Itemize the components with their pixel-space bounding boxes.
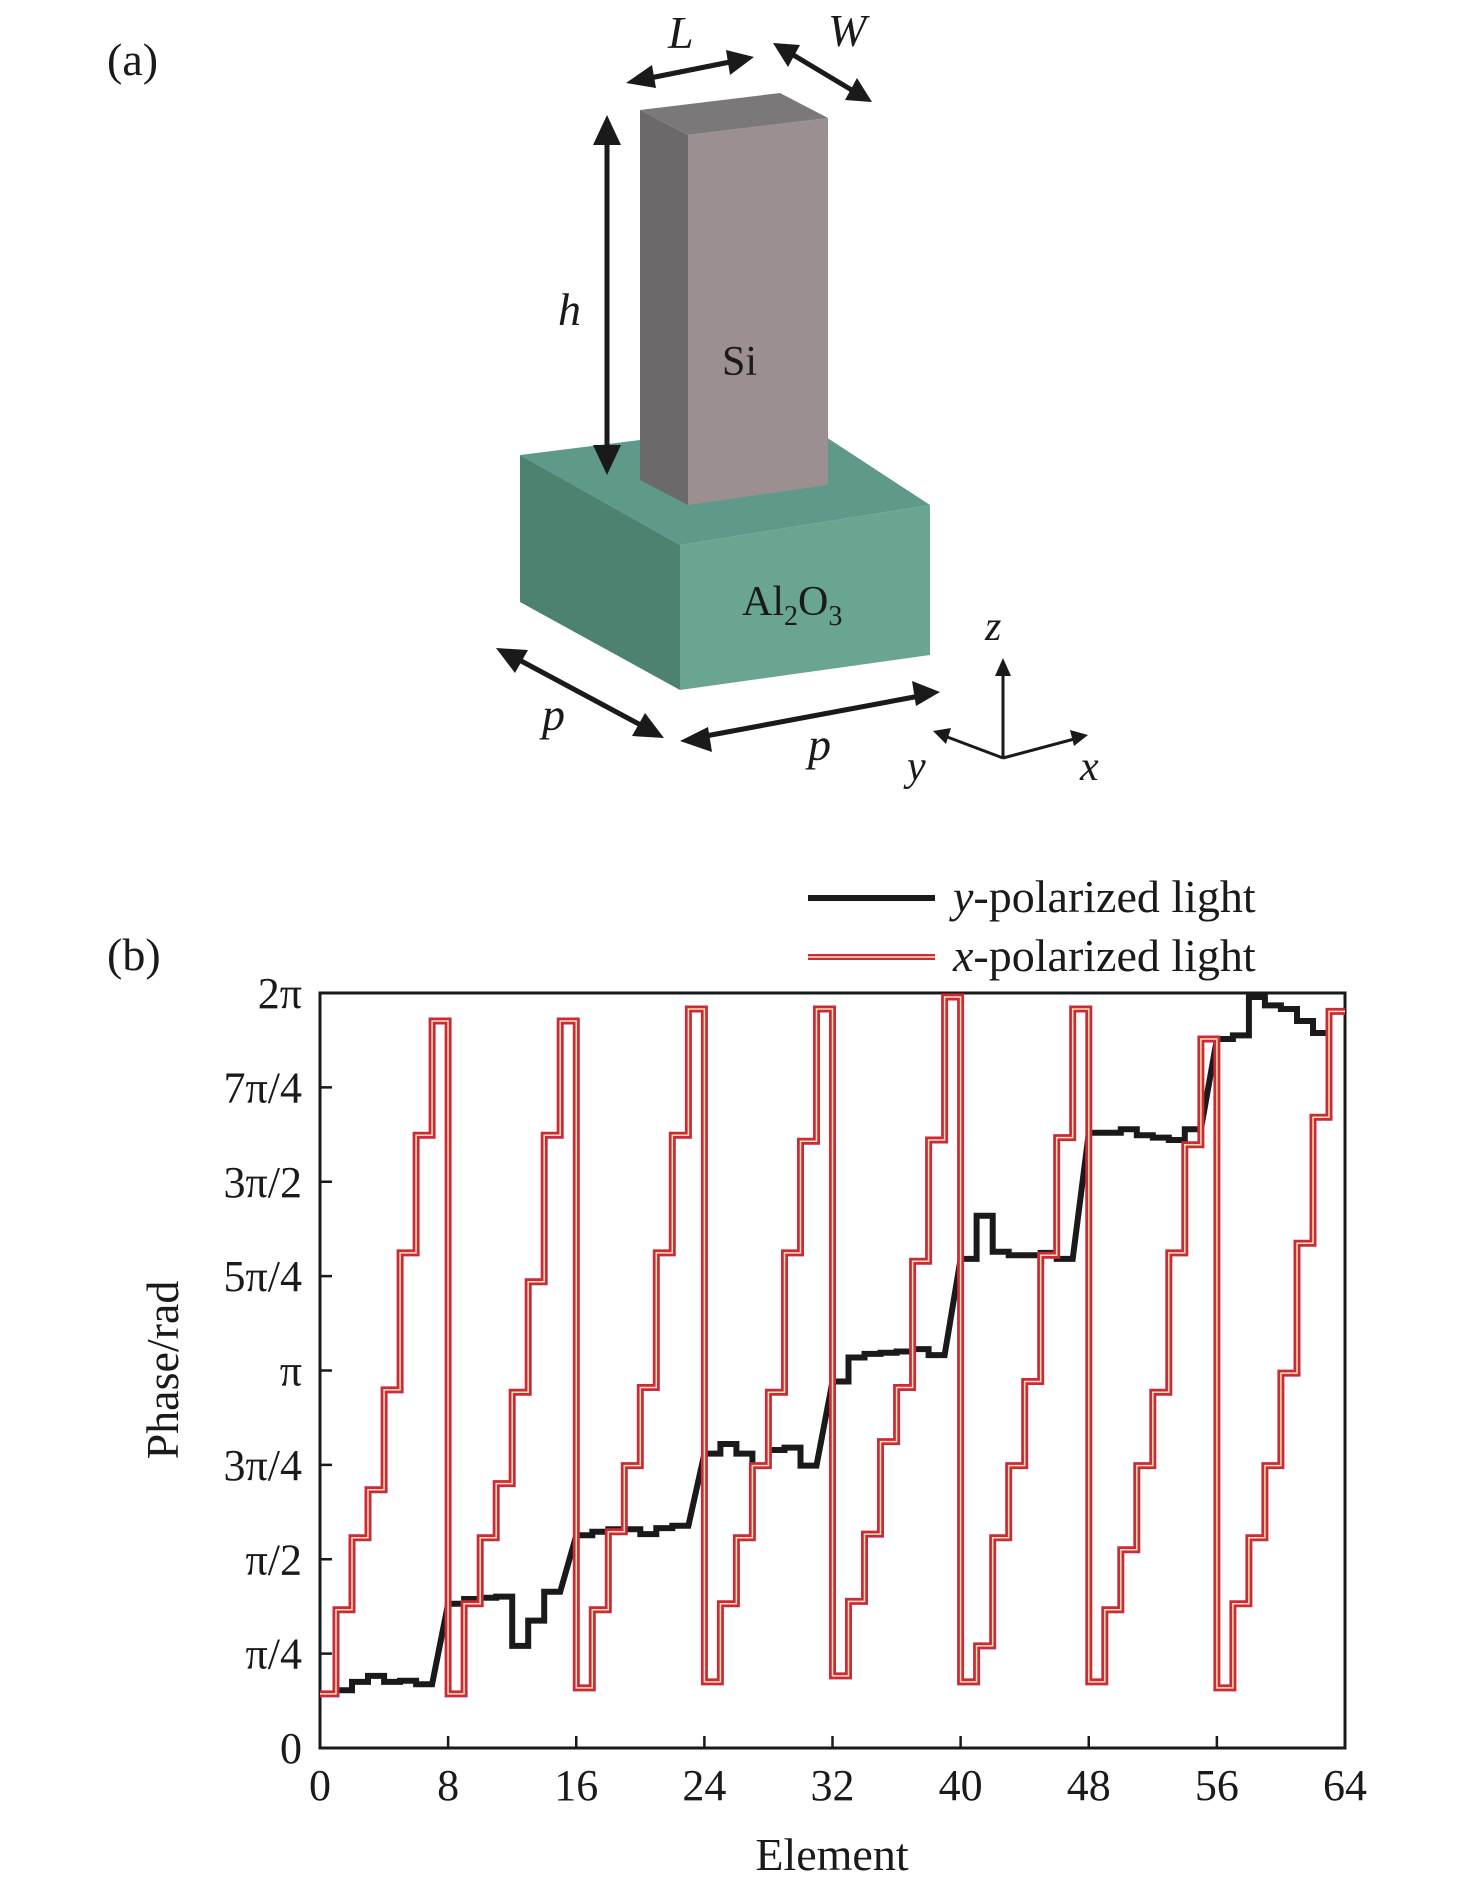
dimension-label-L: L: [667, 7, 694, 58]
x-tick-label: 8: [437, 1761, 459, 1810]
substrate-side-face: [520, 455, 680, 690]
arrowhead-L-left: [626, 65, 656, 88]
legend-label-y-prefix: y: [949, 871, 974, 922]
panel-b-label: (b): [107, 929, 161, 980]
pillar-side-face: [640, 110, 688, 505]
substrate-label-sub1: 2: [784, 601, 798, 632]
arrowhead-axis-z: [995, 658, 1011, 676]
x-tick-label: 64: [1323, 1761, 1367, 1810]
axis-label-x: x: [1079, 744, 1099, 790]
substrate-label-sub2: 3: [828, 601, 842, 632]
legend: y-polarized light x-polarized light: [808, 871, 1256, 981]
legend-label-x-text: -polarized light: [973, 930, 1256, 981]
x-tick-label: 24: [682, 1761, 726, 1810]
substrate-label-al: Al: [742, 579, 784, 625]
dimension-arrow-p-left: [508, 652, 652, 733]
dimension-label-p-front: p: [805, 719, 831, 770]
x-axis-ticks: 0 8 16 24 32 40 48 56 64: [309, 1736, 1367, 1810]
axis-y-line: [941, 733, 1004, 760]
dimension-arrow-W: [783, 47, 862, 98]
pillar-block: [640, 93, 828, 505]
substrate-label-o: O: [798, 579, 828, 625]
arrowhead-p-front-right: [912, 681, 940, 706]
legend-label-y: y-polarized light: [949, 871, 1256, 922]
panel-a-label: (a): [107, 34, 158, 85]
x-tick-label: 48: [1067, 1761, 1111, 1810]
dimension-label-p-left: p: [539, 689, 565, 740]
legend-label-y-text: -polarized light: [973, 871, 1256, 922]
arrowhead-W-bottom: [845, 78, 872, 102]
arrowhead-W-top: [773, 43, 800, 67]
arrowhead-L-right: [726, 50, 754, 75]
dimension-arrow-p-front: [694, 692, 926, 741]
y-tick-label: 7π/4: [224, 1063, 302, 1112]
series-line-x-polarized-core: [320, 996, 1345, 1695]
dimension-label-W: W: [828, 5, 870, 56]
x-axis-title: Element: [755, 1829, 908, 1880]
x-tick-label: 0: [309, 1761, 331, 1810]
y-tick-label: 2π: [258, 969, 302, 1018]
y-axis-title: Phase/rad: [137, 1281, 188, 1460]
dimension-arrow-L: [639, 57, 741, 83]
axis-label-z: z: [984, 604, 1001, 650]
legend-label-x: x-polarized light: [952, 930, 1256, 981]
x-tick-label: 56: [1195, 1761, 1239, 1810]
arrowhead-p-left-bottom: [632, 713, 664, 738]
axis-x-line: [1002, 736, 1079, 760]
arrowhead-h-bottom: [593, 445, 621, 475]
substrate-front-face: [680, 505, 930, 690]
dimension-label-h: h: [558, 284, 581, 335]
pillar-front-face: [688, 118, 828, 505]
arrowhead-axis-x: [1070, 730, 1088, 746]
unit-cell-schematic: (a) Si Al2O3 L W: [107, 5, 1099, 790]
y-tick-label: π/2: [246, 1535, 302, 1584]
y-tick-label: 3π/4: [224, 1441, 302, 1490]
arrowhead-p-left-top: [496, 648, 528, 673]
x-tick-label: 32: [811, 1761, 855, 1810]
pillar-top-face: [640, 93, 828, 135]
arrowhead-p-front-left: [680, 727, 712, 752]
y-tick-label: π/4: [246, 1630, 302, 1679]
legend-label-x-prefix: x: [952, 930, 974, 981]
axis-label-y: y: [903, 744, 926, 790]
x-tick-label: 40: [939, 1761, 983, 1810]
series-line-y-polarized: [320, 994, 1329, 1697]
arrowhead-axis-y: [933, 728, 951, 744]
pillar-material-label: Si: [722, 339, 757, 385]
x-tick-label: 16: [554, 1761, 598, 1810]
y-tick-label: π: [280, 1347, 302, 1396]
substrate-material-label: Al2O3: [742, 579, 842, 632]
y-axis-ticks: 0 π/4 π/2 3π/4 π 5π/4 3π/2 7π/4 2π: [224, 969, 332, 1773]
arrowhead-h-top: [593, 115, 621, 145]
y-tick-label: 3π/2: [224, 1158, 302, 1207]
plot-frame: [318, 991, 1347, 1750]
series-line-x-polarized: [320, 993, 1345, 1698]
y-tick-label: 0: [280, 1724, 302, 1773]
y-tick-label: 5π/4: [224, 1252, 302, 1301]
series-layer: [320, 993, 1345, 1698]
